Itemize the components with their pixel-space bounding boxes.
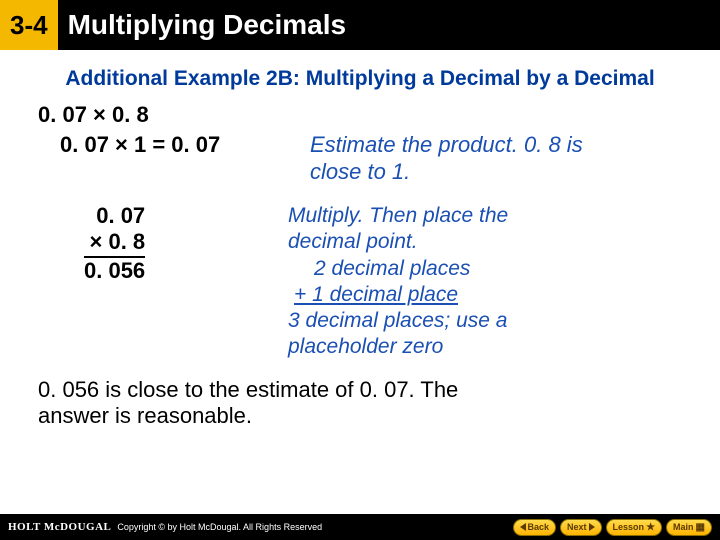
main-label: Main [673, 522, 694, 532]
publisher-logo: HOLT McDOUGAL [8, 521, 111, 533]
explain-line-3: 2 decimal places [288, 256, 682, 282]
explain-line-4: + 1 decimal place [294, 283, 458, 306]
back-label: Back [528, 522, 550, 532]
estimate-explanation: Estimate the product. 0. 8 is close to 1… [310, 132, 682, 185]
next-label: Next [567, 522, 587, 532]
content-area: 0. 07 × 0. 8 0. 07 × 1 = 0. 07 Estimate … [0, 102, 720, 428]
work-line-2: × 0. 8 [84, 229, 145, 257]
estimate-text-2: close to 1. [310, 159, 682, 185]
closing-line-2: answer is reasonable. [38, 403, 682, 429]
estimate-text-1: Estimate the product. 0. 8 is [310, 132, 682, 158]
page-header: 3-4 Multiplying Decimals [0, 0, 720, 50]
grid-icon: ▦ [696, 522, 705, 533]
main-button[interactable]: Main▦ [666, 519, 712, 536]
estimate-equation: 0. 07 × 1 = 0. 07 [60, 132, 310, 185]
explain-line-2: decimal point. [288, 229, 682, 255]
next-arrow-icon [589, 523, 595, 531]
copyright-text: Copyright © by Holt McDougal. All Rights… [117, 522, 322, 532]
nav-buttons: Back Next Lesson★ Main▦ [513, 519, 712, 536]
multiplication-work: 0. 07 × 0. 8 0. 056 [38, 203, 288, 361]
next-button[interactable]: Next [560, 519, 602, 536]
explain-line-1: Multiply. Then place the [288, 203, 682, 229]
problem-expression: 0. 07 × 0. 8 [38, 102, 682, 128]
work-line-3: 0. 056 [84, 258, 145, 284]
explain-line-6: placeholder zero [288, 334, 682, 360]
star-icon: ★ [646, 522, 655, 533]
back-arrow-icon [520, 523, 526, 531]
example-subtitle: Additional Example 2B: Multiplying a Dec… [40, 66, 680, 92]
lesson-label: Lesson [613, 522, 645, 532]
page-footer: HOLT McDOUGAL Copyright © by Holt McDoug… [0, 514, 720, 540]
back-button[interactable]: Back [513, 519, 557, 536]
closing-statement: 0. 056 is close to the estimate of 0. 07… [38, 377, 682, 429]
copyright-block: HOLT McDOUGAL Copyright © by Holt McDoug… [8, 521, 322, 533]
lesson-title: Multiplying Decimals [68, 9, 347, 41]
work-explanation: Multiply. Then place the decimal point. … [288, 203, 682, 361]
lesson-button[interactable]: Lesson★ [606, 519, 662, 536]
lesson-number-badge: 3-4 [0, 0, 58, 50]
closing-line-1: 0. 056 is close to the estimate of 0. 07… [38, 377, 682, 403]
work-line-1: 0. 07 [84, 203, 145, 229]
explain-line-5: 3 decimal places; use a [288, 308, 682, 334]
